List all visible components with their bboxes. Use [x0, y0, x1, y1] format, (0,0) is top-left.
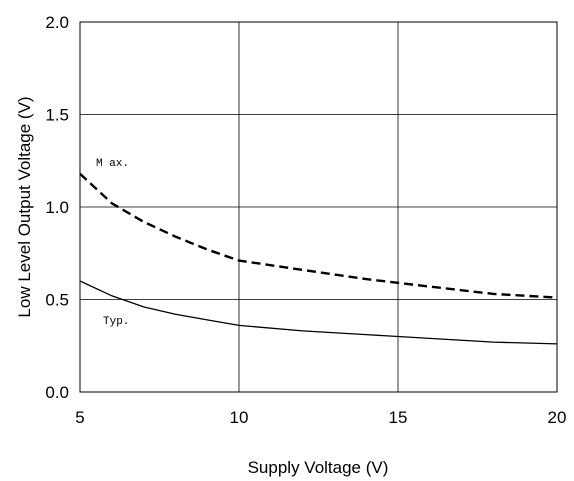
y-tick-label: 0.0	[45, 383, 69, 402]
y-tick-label: 0.5	[45, 291, 69, 310]
y-tick-labels: 0.0 0.5 1.0 1.5 2.0	[45, 13, 69, 402]
x-tick-label: 15	[389, 408, 408, 427]
x-tick-label: 10	[230, 408, 249, 427]
series-lines	[79, 172, 558, 345]
annotation-typ: Typ.	[103, 316, 129, 328]
grid-lines	[80, 22, 557, 392]
y-tick-label: 2.0	[45, 13, 69, 32]
series-line-typ	[79, 280, 558, 345]
annotation-max: M ax.	[96, 158, 129, 170]
plot-frame	[79, 21, 558, 393]
y-tick-label: 1.0	[45, 198, 69, 217]
x-tick-labels: 5 10 15 20	[75, 408, 566, 427]
x-tick-label: 5	[75, 408, 84, 427]
y-axis-title: Low Level Output Voltage (V)	[15, 96, 34, 317]
y-tick-label: 1.5	[45, 106, 69, 125]
series-line-max	[79, 172, 558, 299]
x-tick-label: 20	[548, 408, 567, 427]
x-axis-title: Supply Voltage (V)	[248, 458, 389, 477]
